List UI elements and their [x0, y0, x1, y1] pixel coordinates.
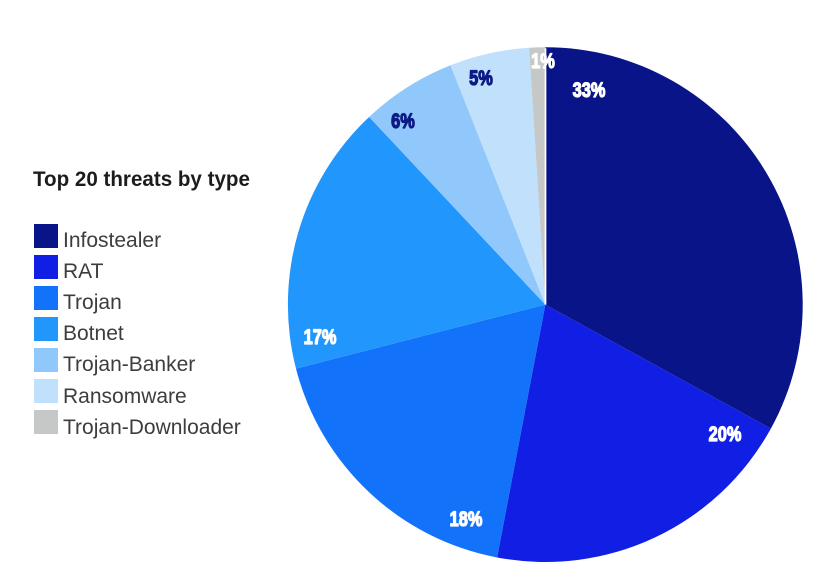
svg-text:17%: 17%	[304, 325, 337, 348]
svg-text:1%: 1%	[531, 49, 555, 72]
svg-text:20%: 20%	[709, 422, 742, 445]
svg-text:5%: 5%	[469, 66, 493, 89]
svg-text:33%: 33%	[573, 78, 606, 101]
svg-text:6%: 6%	[391, 109, 415, 132]
svg-text:18%: 18%	[450, 507, 483, 530]
